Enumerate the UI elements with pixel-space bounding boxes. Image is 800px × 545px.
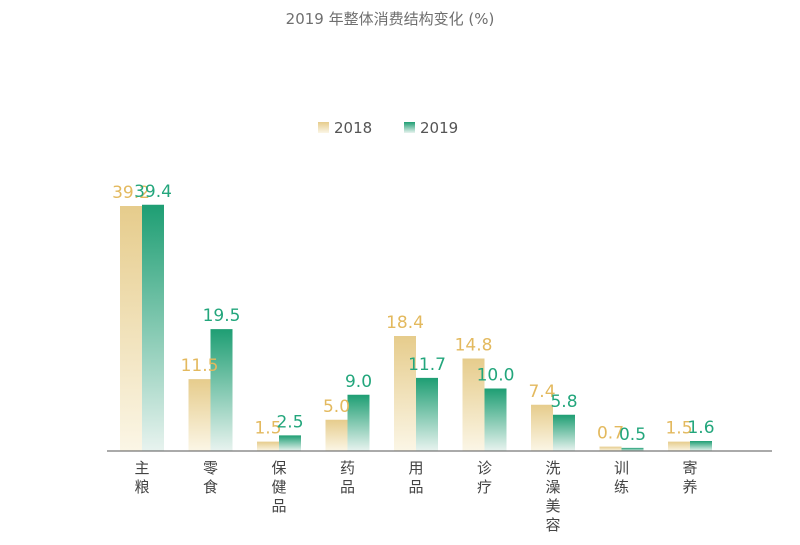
bar-2018-6 <box>531 404 553 451</box>
legend: 2018 2019 <box>318 119 458 137</box>
bar-2018-3 <box>325 419 348 451</box>
category-label-0: 主粮 <box>134 459 149 496</box>
value-label-2018-2: 1.5 <box>254 419 281 439</box>
value-label-2018-7: 0.7 <box>597 424 624 444</box>
category-label-7: 训练 <box>614 459 629 496</box>
legend-label-2019: 2019 <box>420 119 458 137</box>
bar-2019-1 <box>210 329 233 451</box>
bar-2018-1 <box>188 379 211 451</box>
value-labels-group: 39.239.411.519.51.52.55.09.018.411.714.8… <box>112 182 714 445</box>
value-label-2018-5: 14.8 <box>455 336 493 356</box>
bar-2018-4 <box>394 336 416 451</box>
value-label-2019-3: 9.0 <box>345 372 372 392</box>
value-label-2018-3: 5.0 <box>323 397 350 417</box>
legend-swatch-2018 <box>318 122 329 133</box>
bar-2019-8 <box>690 441 712 451</box>
bar-2019-3 <box>347 394 370 451</box>
value-label-2019-2: 2.5 <box>276 412 303 432</box>
bar-2019-2 <box>279 435 301 451</box>
value-label-2018-1: 11.5 <box>181 356 219 376</box>
category-label-6: 洗澡美容 <box>545 459 560 534</box>
category-label-4: 用品 <box>408 459 423 496</box>
value-label-2019-1: 19.5 <box>203 306 241 326</box>
value-label-2019-8: 1.6 <box>687 418 714 438</box>
value-label-2019-7: 0.5 <box>619 425 646 445</box>
category-label-1: 零食 <box>203 459 218 496</box>
bar-2018-7 <box>599 446 622 451</box>
value-label-2018-4: 18.4 <box>386 313 424 333</box>
bar-2018-0 <box>120 206 142 451</box>
legend-label-2018: 2018 <box>334 119 372 137</box>
chart-title: 2019 年整体消费结构变化 (%) <box>286 10 495 28</box>
bar-2019-5 <box>484 388 507 451</box>
bar-2019-6 <box>553 414 575 451</box>
bar-2018-2 <box>257 441 279 451</box>
category-label-2: 保健品 <box>271 459 286 515</box>
value-label-2019-0: 39.4 <box>134 182 172 202</box>
value-label-2018-0: 39.2 <box>112 183 150 203</box>
value-label-2018-8: 1.5 <box>665 419 692 439</box>
bar-2018-5 <box>462 358 485 451</box>
bar-2019-4 <box>416 377 438 451</box>
bar-2018-8 <box>668 441 690 451</box>
category-label-3: 药品 <box>340 459 355 496</box>
bar-2019-0 <box>142 204 164 451</box>
bars-group <box>120 204 712 451</box>
category-label-8: 寄养 <box>682 459 697 496</box>
category-labels-group: 主粮 零食 保健品 药品 用品 诊疗 洗澡美容 训练 寄养 <box>134 459 697 534</box>
value-label-2019-5: 10.0 <box>477 366 515 386</box>
value-label-2019-4: 11.7 <box>408 355 446 375</box>
value-label-2019-6: 5.8 <box>550 392 577 412</box>
bar-2019-7 <box>621 447 644 451</box>
category-label-5: 诊疗 <box>477 459 492 496</box>
legend-swatch-2019 <box>404 122 415 133</box>
value-label-2018-6: 7.4 <box>528 382 555 402</box>
